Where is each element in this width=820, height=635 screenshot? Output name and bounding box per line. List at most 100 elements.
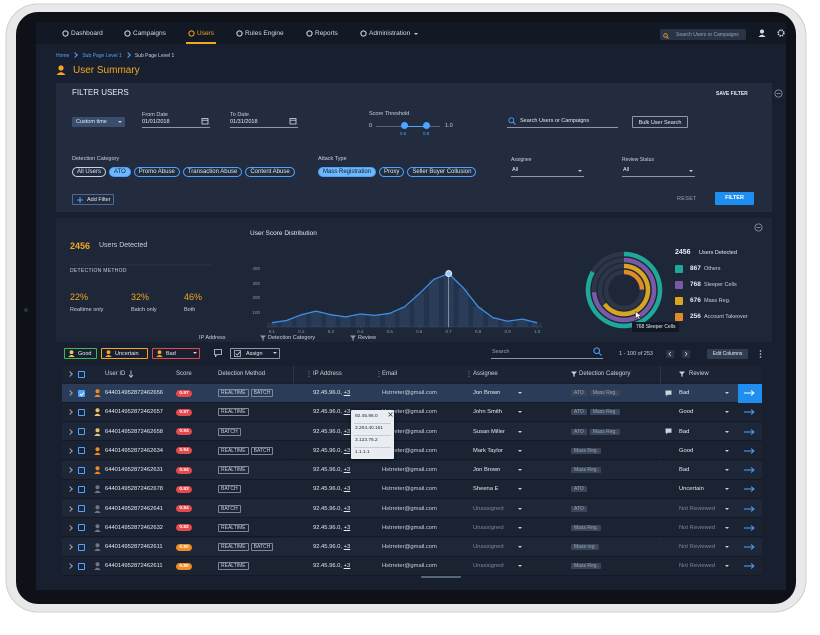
filter-button[interactable]: FILTER	[715, 192, 754, 205]
review-status[interactable]: Not Reviewed	[679, 544, 716, 550]
user-id[interactable]: 644014952872462611	[105, 544, 163, 550]
breadcrumb-item[interactable]: Sub Page Level 1	[82, 53, 122, 59]
chip[interactable]: Proxy	[379, 167, 405, 177]
checkbox[interactable]	[78, 466, 85, 474]
open-user-button[interactable]	[744, 544, 755, 550]
column-header[interactable]: User ID	[105, 371, 126, 377]
open-user-button[interactable]	[744, 447, 755, 454]
table-row[interactable]	[62, 460, 762, 480]
add-filter-button[interactable]: Add Filter	[72, 194, 114, 205]
chip[interactable]: Seller Buyer Collusion	[407, 167, 477, 177]
assignee[interactable]: Susan Miller	[473, 428, 505, 435]
slider-knob[interactable]	[422, 122, 430, 129]
nav-search[interactable]: Search Users or Campaigns	[660, 29, 746, 40]
checkbox[interactable]	[78, 389, 85, 397]
assignee[interactable]: Jon Brown	[473, 390, 501, 396]
user-id[interactable]: 644014952872462611	[105, 563, 163, 570]
chip[interactable]: Transaction Abuse	[182, 167, 243, 177]
review-status[interactable]: Bad	[679, 428, 690, 435]
ip-more[interactable]: +3	[343, 524, 351, 531]
review-status[interactable]: Not Reviewed	[679, 524, 716, 531]
review-status[interactable]: Bad	[679, 390, 690, 396]
checkbox[interactable]	[78, 485, 85, 493]
edit-columns-button[interactable]: Edit Columns	[707, 349, 748, 359]
nav-item[interactable]: Dashboard	[71, 30, 103, 37]
open-user-button[interactable]	[744, 467, 755, 473]
review-status[interactable]: Not Reviewed	[679, 563, 716, 570]
ip-more[interactable]: +3	[343, 447, 351, 454]
table-row[interactable]	[62, 556, 762, 576]
chip[interactable]: Mass Registration	[318, 167, 377, 177]
checkbox[interactable]	[78, 562, 85, 570]
user-id[interactable]: 644014952872462678	[105, 486, 164, 493]
table-search[interactable]: Search	[492, 349, 510, 355]
open-user-button[interactable]	[744, 390, 755, 396]
review-status[interactable]: Bad	[679, 467, 690, 473]
nav-item[interactable]: Users	[197, 30, 214, 37]
chip[interactable]: Content Abuse	[245, 167, 295, 177]
column-header[interactable]: Review	[689, 371, 709, 377]
assignee[interactable]: John Smith	[473, 409, 502, 416]
table-row[interactable]	[62, 479, 762, 499]
assignee[interactable]: Unassigned	[473, 505, 504, 512]
open-user-button[interactable]	[744, 409, 755, 416]
table-row[interactable]	[62, 422, 762, 441]
checkbox[interactable]	[78, 524, 85, 532]
review-status-value[interactable]: All	[623, 167, 630, 173]
column-header[interactable]: Detection Category	[579, 371, 631, 377]
slider-knob[interactable]	[400, 122, 408, 129]
chip[interactable]: All Users	[72, 167, 107, 177]
column-header[interactable]: Detection Method	[218, 371, 266, 377]
ip-more[interactable]: +3	[343, 467, 351, 473]
ip-more[interactable]: +3	[343, 544, 351, 550]
nav-item[interactable]: Administration	[369, 30, 411, 37]
ip-more[interactable]: +3	[343, 563, 351, 570]
ip-more[interactable]: +3	[343, 486, 351, 493]
nav-item[interactable]: Campaigns	[133, 30, 166, 37]
checkbox[interactable]	[78, 505, 85, 512]
user-id[interactable]: 644014952872462634	[105, 447, 164, 454]
breadcrumb-item[interactable]: Home	[56, 53, 70, 59]
assignee[interactable]: Jon Brown	[473, 467, 501, 473]
ip-more[interactable]: +3	[343, 409, 351, 416]
time-dropdown[interactable]: Custom time	[72, 117, 125, 127]
table-row[interactable]	[62, 499, 762, 518]
checkbox[interactable]	[78, 447, 85, 455]
ip-more[interactable]: +3	[343, 428, 351, 435]
ip-more[interactable]: +3	[343, 505, 351, 512]
assignee[interactable]: Mark Taylor	[473, 447, 503, 454]
review-status[interactable]: Good	[679, 447, 694, 454]
user-id[interactable]: 644014952872462657	[105, 409, 164, 416]
checkbox[interactable]	[78, 428, 85, 435]
checkbox[interactable]	[78, 408, 85, 416]
bulk-search-button[interactable]: Bulk User Search	[632, 116, 688, 128]
ip-more[interactable]: +3	[343, 390, 351, 396]
table-row[interactable]	[62, 402, 762, 422]
assignee[interactable]: Unassigned	[473, 524, 504, 531]
user-id[interactable]: 644014952872462641	[105, 505, 164, 512]
to-date[interactable]: 01/31/2018	[230, 119, 258, 125]
checkbox[interactable]	[78, 543, 85, 551]
nav-item[interactable]: Rules Engine	[245, 30, 284, 37]
assignee[interactable]: Unassigned	[473, 544, 504, 550]
reset-button[interactable]: RESET	[677, 196, 697, 202]
open-user-button[interactable]	[744, 486, 755, 493]
save-filter[interactable]: SAVE FILTER	[716, 91, 748, 97]
assignee[interactable]: Unassigned	[473, 563, 504, 570]
column-header[interactable]: IP Address	[313, 371, 342, 377]
open-user-button[interactable]	[744, 505, 755, 512]
table-row[interactable]	[62, 537, 762, 557]
review-status[interactable]: Not Reviewed	[679, 505, 716, 512]
chip[interactable]: Promo Abuse	[133, 167, 180, 177]
review-button[interactable]: Uncertain	[101, 348, 148, 359]
review-button[interactable]: Good	[64, 348, 97, 359]
open-user-button[interactable]	[744, 524, 755, 531]
open-user-button[interactable]	[744, 428, 755, 435]
review-status[interactable]: Good	[679, 409, 694, 416]
user-id[interactable]: 644014952872462632	[105, 524, 164, 531]
filter-search[interactable]: Search Users or Campaigns	[520, 118, 590, 124]
open-user-button[interactable]	[744, 563, 755, 570]
table-row[interactable]	[62, 518, 762, 538]
checkbox[interactable]	[78, 370, 85, 378]
user-id[interactable]: 644014952872462656	[105, 390, 164, 396]
